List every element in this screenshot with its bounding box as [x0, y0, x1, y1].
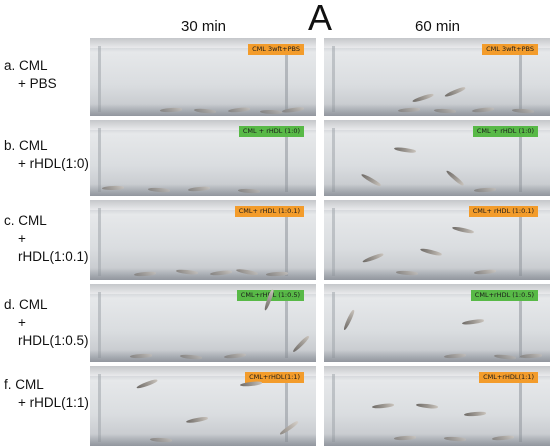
fish: [237, 188, 261, 194]
fish: [235, 268, 259, 276]
row-label-d-line1: d. CML: [4, 297, 48, 312]
fish: [451, 225, 475, 235]
tank-tag-f-60min: CML+rHDL(1:1): [479, 372, 538, 383]
row-label-c-line2: + rHDL(1:0.1): [18, 231, 89, 264]
row-label-d: d. CML + rHDL(1:0.5): [4, 296, 92, 350]
tank-photo-a-60min: CML 3wft+PBS: [324, 38, 550, 116]
fish: [511, 108, 535, 114]
column-header-30min: 30 min: [181, 18, 227, 35]
row-label-a-line1: a. CML: [4, 58, 48, 73]
fish: [175, 268, 199, 276]
row-label-b: b. CML + rHDL(1:0): [4, 137, 92, 173]
fish: [360, 172, 382, 188]
fish: [291, 334, 311, 354]
fish: [239, 380, 263, 388]
row-label-b-line2: + rHDL(1:0): [18, 156, 89, 171]
tank-photo-f-60min: CML+rHDL(1:1): [324, 366, 550, 446]
panel-letter: A: [308, 0, 333, 38]
fish: [278, 420, 300, 436]
fish: [179, 354, 203, 360]
fish: [342, 309, 356, 331]
fish: [443, 353, 467, 359]
fish: [443, 436, 467, 442]
fish: [259, 109, 283, 115]
fish: [519, 353, 543, 359]
fish: [393, 435, 417, 441]
row-label-c: c. CML + rHDL(1:0.1): [4, 212, 92, 266]
tank-photo-d-30min: CML+rHDL (1:0.5): [90, 284, 316, 362]
fish: [433, 108, 457, 114]
row-label-d-line2: + rHDL(1:0.5): [18, 315, 89, 348]
row-label-c-line1: c. CML: [4, 213, 47, 228]
fish: [463, 411, 487, 417]
fish: [101, 185, 125, 191]
row-label-b-line1: b. CML: [4, 138, 48, 153]
fish: [135, 378, 159, 390]
tank-photo-b-30min: CML + rHDL (1:0): [90, 120, 316, 196]
fish: [411, 92, 435, 104]
row-label-a: a. CML + PBS: [4, 57, 92, 93]
fish: [461, 318, 485, 326]
tank-photo-a-30min: CML 3wft+PBS: [90, 38, 316, 116]
fish: [159, 107, 183, 113]
tank-tag-c-60min: CML+ rHDL (1:0.1): [468, 206, 538, 217]
fish: [193, 108, 217, 114]
row-label-f-line2: + rHDL(1:1): [18, 395, 89, 410]
fish: [149, 437, 173, 443]
fish: [419, 247, 443, 257]
tank-tag-f-30min: CML+rHDL(1:1): [245, 372, 304, 383]
fish: [445, 169, 465, 187]
fish: [415, 402, 439, 410]
fish: [223, 352, 247, 360]
tank-tag-a-30min: CML 3wft+PBS: [248, 44, 304, 55]
fish: [185, 416, 209, 424]
tank-tag-c-30min: CML+ rHDL (1:0.1): [234, 206, 304, 217]
row-label-f: f. CML + rHDL(1:1): [4, 376, 92, 412]
fish: [265, 271, 289, 277]
fish: [493, 353, 517, 361]
tank-photo-c-60min: CML+ rHDL (1:0.1): [324, 200, 550, 280]
fish: [444, 86, 466, 98]
fish: [471, 106, 495, 114]
fish: [473, 269, 497, 275]
fish: [361, 252, 385, 264]
fish: [395, 270, 419, 276]
row-label-a-line2: + PBS: [18, 76, 57, 91]
fish: [133, 271, 157, 277]
fish: [491, 435, 515, 441]
fish: [473, 187, 497, 193]
tank-tag-b-30min: CML + rHDL (1:0): [238, 126, 304, 137]
tank-photo-f-30min: CML+rHDL(1:1): [90, 366, 316, 446]
tank-photo-d-60min: CML+rHDL (1:0.5): [324, 284, 550, 362]
fish: [371, 402, 395, 410]
tank-tag-d-60min: CML+rHDL (1:0.5): [470, 290, 538, 301]
fish: [187, 186, 211, 192]
fish: [147, 187, 171, 193]
fish: [209, 269, 233, 277]
tank-tag-b-60min: CML + rHDL (1:0): [472, 126, 538, 137]
fish: [397, 107, 421, 113]
fish: [227, 106, 251, 114]
tank-tag-a-60min: CML 3wft+PBS: [482, 44, 538, 55]
tank-photo-b-60min: CML + rHDL (1:0): [324, 120, 550, 196]
fish: [281, 106, 305, 114]
row-label-f-line1: f. CML: [4, 377, 44, 392]
fish: [129, 353, 153, 359]
fish: [393, 146, 417, 154]
column-header-60min: 60 min: [415, 18, 461, 35]
tank-photo-c-30min: CML+ rHDL (1:0.1): [90, 200, 316, 280]
